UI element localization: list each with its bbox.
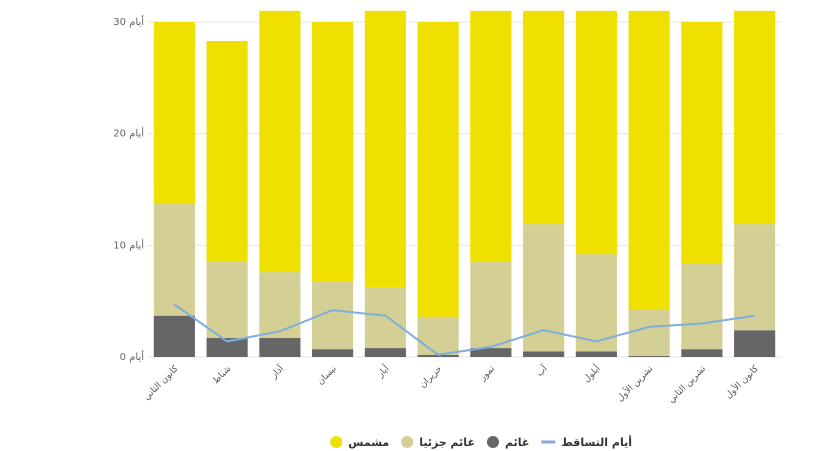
bar-segment <box>312 349 354 357</box>
x-tick-label: تشرين الأول <box>614 362 656 404</box>
bar-segment <box>681 22 723 264</box>
bar-segment <box>470 348 512 357</box>
precipitation-line-area <box>173 303 755 356</box>
bar-segment <box>153 315 195 357</box>
legend: أيام التساقط غائم غائم جزئيا مشمس <box>330 435 632 449</box>
bar-segment <box>364 348 406 357</box>
bar-segment <box>417 316 459 355</box>
bar-segment <box>523 351 565 357</box>
y-tick-label: 30 أيام <box>113 15 144 28</box>
bar-segment <box>628 355 670 357</box>
bar-segment <box>364 10 406 288</box>
bar-segment <box>628 308 670 356</box>
bar-segment <box>206 40 248 261</box>
x-tick-label: أيلول <box>580 363 602 385</box>
bar-segment <box>734 224 776 331</box>
legend-dot-swatch <box>486 436 499 448</box>
legend-label: غائم جزئيا <box>419 436 475 449</box>
bar-segment <box>681 349 723 357</box>
bar-segment <box>153 204 195 316</box>
bar-segment <box>681 263 723 350</box>
x-tick-label: آذار <box>267 362 286 381</box>
bar-segment <box>206 260 248 339</box>
y-axis: 0 أيام 10 أيام 20 أيام 30 أيام <box>113 15 144 363</box>
x-tick-label: تموز <box>477 364 497 384</box>
x-tick-label: آب <box>533 362 550 379</box>
y-tick-label: 10 أيام <box>113 238 144 251</box>
y-tick-label: 0 أيام <box>120 350 145 363</box>
bar-segment <box>417 354 459 357</box>
bar-segment <box>259 272 301 339</box>
x-tick-label: شباط <box>211 364 233 386</box>
precipitation-line <box>173 303 755 356</box>
bar-segment <box>575 10 617 255</box>
legend-label: مشمس <box>348 436 389 449</box>
bar-segment <box>575 351 617 357</box>
bar-area <box>153 10 776 357</box>
bar-segment <box>628 10 670 309</box>
bar-segment <box>575 254 617 352</box>
legend-dot-swatch <box>330 436 343 448</box>
x-tick-label: كانون الثاني <box>142 364 181 403</box>
bar-segment <box>470 262 512 349</box>
grid-lines <box>148 21 781 358</box>
bar-segment <box>523 10 565 225</box>
bar-segment <box>734 10 776 225</box>
x-tick-label: كانون الأول <box>722 362 761 401</box>
bar-segment <box>470 10 512 263</box>
legend-label: غائم <box>505 436 529 449</box>
x-tick-label: نيسان <box>316 364 339 387</box>
bar-segment <box>364 287 406 349</box>
bar-segment <box>153 22 195 205</box>
legend-dot-swatch <box>401 436 414 448</box>
x-tick-label: أيار <box>374 363 392 381</box>
x-tick-label: حزيران <box>418 364 444 390</box>
bar-segment <box>259 10 301 273</box>
x-axis: كانون الثاني شباط آذار نيسان أيار حزيران تموز آ… <box>142 362 761 405</box>
bar-segment <box>259 338 301 357</box>
bar-segment <box>206 338 248 357</box>
x-tick-label: تشرين الثاني <box>667 364 709 406</box>
bar-segment <box>417 22 459 317</box>
bar-segment <box>734 330 776 357</box>
bar-segment <box>312 22 354 282</box>
y-tick-label: 20 أيام <box>113 127 144 140</box>
legend-label: أيام التساقط <box>561 435 632 449</box>
